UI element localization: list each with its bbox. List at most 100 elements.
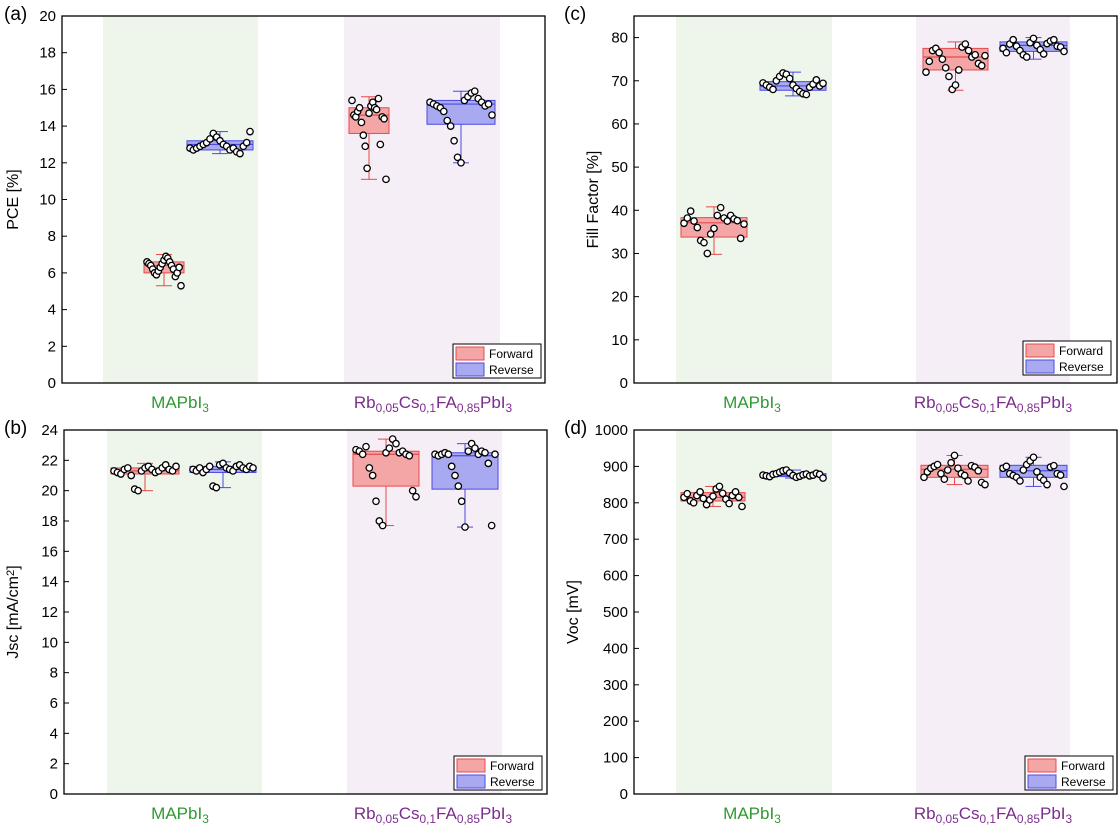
data-point <box>940 475 949 483</box>
data-point <box>693 223 702 232</box>
data-point <box>236 149 244 158</box>
data-point <box>484 100 493 108</box>
data-point <box>1029 453 1038 462</box>
data-point <box>1002 48 1011 57</box>
y-tick-label: 1000 <box>595 422 628 439</box>
panel-label: (b) <box>4 418 27 439</box>
data-point <box>246 127 254 136</box>
panel-c: 0 10 20 30 40 50 60 70 80 MAPbI3 Rb0,05Cs0,1FA0,85… <box>564 4 1118 415</box>
y-tick-label: 18 <box>41 513 58 530</box>
data-point <box>819 474 827 482</box>
data-point <box>127 471 136 480</box>
data-point <box>348 96 356 105</box>
data-point <box>1033 468 1041 476</box>
band-mapbi3 <box>676 16 832 383</box>
data-point <box>380 114 388 123</box>
y-tick-label: 70 <box>611 73 628 90</box>
data-point <box>731 488 740 496</box>
data-point <box>457 497 466 506</box>
data-point <box>689 498 698 507</box>
data-point <box>920 473 928 482</box>
y-tick-label: 0 <box>50 786 58 803</box>
data-point <box>696 488 704 496</box>
data-point <box>362 442 370 451</box>
data-point <box>443 116 452 125</box>
legend-label-forward: Forward <box>1059 344 1103 358</box>
data-point <box>242 138 251 147</box>
y-tick-label: 900 <box>603 458 628 475</box>
category-label-1: Rb0,05Cs0,1FA0,85PbI3 <box>354 804 513 826</box>
y-tick-label: 24 <box>41 422 58 439</box>
data-point <box>700 238 708 247</box>
data-point <box>372 105 381 114</box>
data-point <box>359 131 368 140</box>
category-label-0: MAPbI3 <box>723 393 781 415</box>
box-forward-cat0 <box>143 252 185 290</box>
legend-swatch-forward <box>456 758 486 773</box>
legend: Forward Reverse <box>452 343 542 379</box>
y-tick-label: 2 <box>50 756 58 773</box>
data-point <box>718 489 727 498</box>
data-point <box>470 87 479 96</box>
data-point <box>736 234 745 243</box>
data-point <box>446 122 455 130</box>
y-tick-label: 100 <box>603 750 628 767</box>
data-point <box>382 175 390 184</box>
data-point <box>1019 466 1028 474</box>
data-point <box>439 107 448 116</box>
y-tick-label: 16 <box>39 81 56 98</box>
y-tick-label: 20 <box>39 8 56 25</box>
data-point <box>175 263 183 272</box>
data-point <box>977 61 986 70</box>
y-tick-label: 6 <box>48 265 56 282</box>
legend-label-forward: Forward <box>490 759 534 773</box>
legend-label-reverse: Reverse <box>1059 360 1104 374</box>
data-point <box>974 466 983 475</box>
data-point <box>361 142 370 151</box>
data-point <box>1039 50 1048 58</box>
data-point <box>1043 480 1051 489</box>
data-point <box>819 79 827 88</box>
y-tick-label: 12 <box>39 155 56 172</box>
box-reverse-cat0 <box>759 69 827 99</box>
band-mixed <box>916 430 1070 794</box>
data-point <box>733 216 742 225</box>
data-point <box>981 51 989 60</box>
data-point <box>487 521 496 530</box>
data-point <box>935 48 943 57</box>
data-point <box>374 94 383 103</box>
data-point <box>1016 477 1024 485</box>
data-point <box>925 57 934 66</box>
data-point <box>1022 53 1031 61</box>
data-point <box>392 439 400 448</box>
legend: Forward Reverse <box>453 755 543 791</box>
data-point <box>451 471 459 480</box>
data-point <box>960 471 969 480</box>
box-reverse-cat0 <box>759 466 827 482</box>
data-point <box>408 486 417 495</box>
panel-label: (a) <box>4 4 27 25</box>
y-tick-label: 2 <box>48 338 56 355</box>
data-point <box>123 464 132 472</box>
data-point <box>471 444 479 453</box>
y-tick-label: 14 <box>41 574 58 591</box>
data-point <box>450 136 458 145</box>
data-point <box>723 217 732 225</box>
y-tick-label: 40 <box>611 202 628 219</box>
y-tick-label: 4 <box>48 302 56 319</box>
data-point <box>447 462 456 471</box>
data-point <box>710 224 718 233</box>
data-point <box>740 220 748 228</box>
data-point <box>950 451 959 460</box>
legend-swatch-reverse <box>1027 774 1057 789</box>
y-tick-label: 500 <box>603 604 628 621</box>
data-point <box>699 494 708 503</box>
plot-frame <box>61 15 546 384</box>
legend-swatch-reverse <box>456 774 486 789</box>
data-point <box>484 459 493 468</box>
data-point <box>954 66 963 74</box>
data-point <box>355 103 364 112</box>
y-tick-label: 30 <box>611 245 628 262</box>
